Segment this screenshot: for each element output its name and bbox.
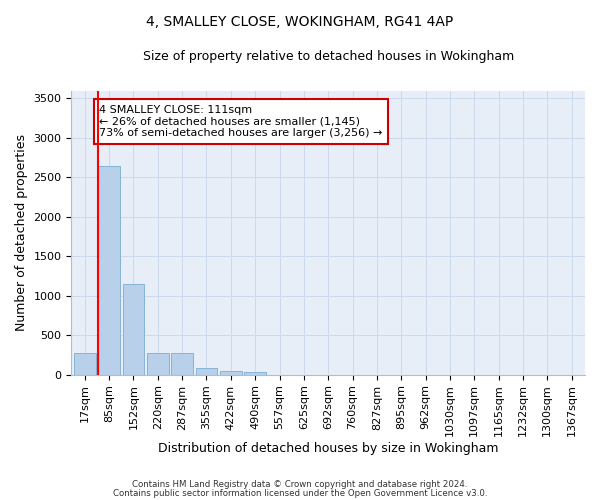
Text: Contains public sector information licensed under the Open Government Licence v3: Contains public sector information licen… bbox=[113, 490, 487, 498]
X-axis label: Distribution of detached houses by size in Wokingham: Distribution of detached houses by size … bbox=[158, 442, 499, 455]
Text: Contains HM Land Registry data © Crown copyright and database right 2024.: Contains HM Land Registry data © Crown c… bbox=[132, 480, 468, 489]
Bar bbox=[171, 352, 193, 374]
Bar bbox=[147, 352, 169, 374]
Bar bbox=[98, 166, 120, 374]
Text: 4 SMALLEY CLOSE: 111sqm
← 26% of detached houses are smaller (1,145)
73% of semi: 4 SMALLEY CLOSE: 111sqm ← 26% of detache… bbox=[100, 105, 383, 138]
Y-axis label: Number of detached properties: Number of detached properties bbox=[15, 134, 28, 331]
Bar bbox=[196, 368, 217, 374]
Bar bbox=[74, 354, 96, 374]
Bar bbox=[122, 284, 145, 374]
Bar bbox=[220, 371, 242, 374]
Text: 4, SMALLEY CLOSE, WOKINGHAM, RG41 4AP: 4, SMALLEY CLOSE, WOKINGHAM, RG41 4AP bbox=[146, 15, 454, 29]
Title: Size of property relative to detached houses in Wokingham: Size of property relative to detached ho… bbox=[143, 50, 514, 63]
Bar bbox=[244, 372, 266, 374]
